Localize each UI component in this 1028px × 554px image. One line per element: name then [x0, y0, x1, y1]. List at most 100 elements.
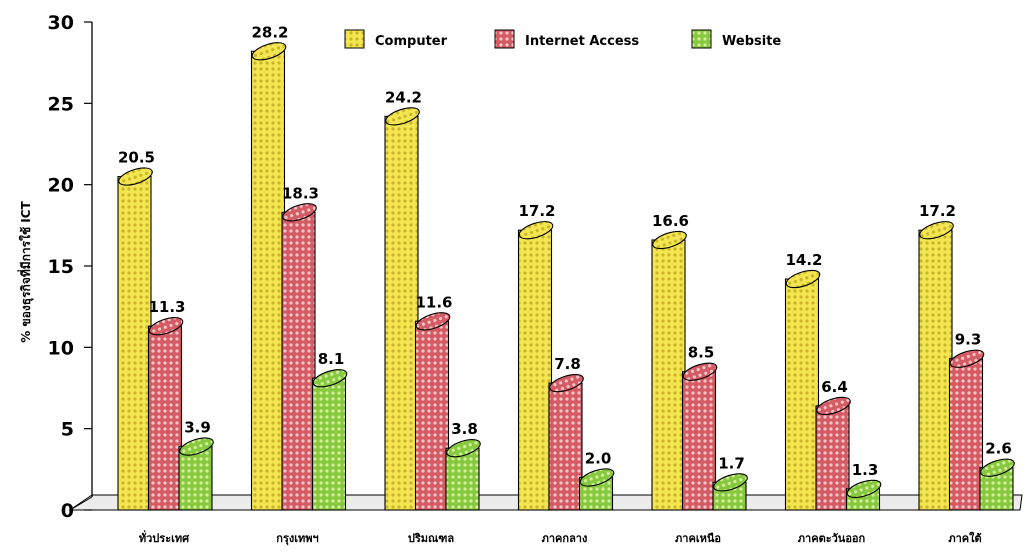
- value-label: 20.5: [118, 149, 155, 167]
- bar-computer: [117, 167, 153, 511]
- value-label: 6.4: [821, 378, 848, 396]
- bar-body: [250, 50, 286, 511]
- bar-cap: [148, 317, 184, 336]
- bar-cap: [816, 396, 851, 416]
- y-axis-front: [69, 496, 93, 511]
- bar-internet-access: [414, 312, 451, 511]
- value-label: 8.1: [318, 350, 345, 368]
- bar-body: [948, 358, 984, 511]
- bar-internet-access: [548, 373, 584, 511]
- category-label: ปริมณฑล: [408, 532, 454, 545]
- y-ticks: 0 5 10 15 20 25 30: [48, 12, 92, 522]
- value-label: 24.2: [385, 88, 422, 106]
- value-label: 7.8: [554, 355, 581, 373]
- category-label: ภาคกลาง: [542, 532, 588, 545]
- value-label: 17.2: [518, 202, 555, 220]
- bar-website: [178, 437, 214, 511]
- category-labels: ทั่วประเทศ กรุงเทพฯ ปริมณฑล ภาคกลาง ภาคเหนือ…: [139, 530, 982, 546]
- bar-cap: [713, 473, 748, 492]
- category-label: ทั่วประเทศ: [139, 530, 190, 545]
- value-label: 11.3: [148, 298, 185, 316]
- legend-label: Website: [722, 34, 781, 49]
- bars: [117, 42, 1015, 511]
- legend-swatch: [494, 29, 515, 49]
- bar-body: [918, 229, 953, 511]
- bar-body: [384, 115, 419, 511]
- bar-cap: [682, 362, 718, 381]
- bar-cap: [919, 221, 954, 240]
- bar-cap: [312, 369, 348, 388]
- bar-website: [445, 439, 481, 511]
- value-label: 2.0: [585, 449, 612, 467]
- value-label: 17.2: [919, 202, 956, 220]
- bar-body: [117, 175, 152, 511]
- bar-body: [311, 377, 347, 511]
- bar-body: [681, 371, 717, 511]
- bar-body: [147, 325, 183, 511]
- bar-body: [178, 446, 213, 511]
- bar-website: [311, 369, 348, 511]
- bar-cap: [282, 203, 317, 222]
- value-label: 11.6: [415, 293, 452, 311]
- bar-body: [815, 405, 850, 511]
- legend-item-computer: Computer: [344, 29, 448, 49]
- bar-cap: [949, 349, 985, 368]
- legend-swatch: [691, 29, 712, 49]
- y-tick-label: 30: [48, 12, 74, 34]
- legend-item-internet-access: Internet Access: [494, 29, 639, 49]
- bar-body: [548, 382, 583, 511]
- bar-cap: [579, 468, 615, 487]
- bar-internet-access: [147, 317, 184, 511]
- value-label: 9.3: [955, 331, 982, 349]
- y-tick-label: 5: [61, 419, 74, 441]
- bar-internet-access: [815, 396, 851, 511]
- legend-label: Computer: [375, 34, 448, 49]
- value-label: 2.6: [985, 440, 1012, 458]
- bar-body: [281, 211, 316, 511]
- value-label: 28.2: [251, 23, 288, 41]
- bar-website: [979, 458, 1015, 511]
- legend: Computer Internet Access Website: [344, 29, 781, 49]
- bar-cap: [446, 439, 481, 458]
- bar-cap: [980, 458, 1015, 477]
- value-label: 16.6: [652, 212, 689, 230]
- legend-label: Internet Access: [525, 34, 639, 49]
- bar-cap: [652, 230, 687, 250]
- bar-cap: [549, 373, 584, 393]
- bar-body: [445, 447, 480, 511]
- y-tick-label: 10: [48, 337, 74, 359]
- value-label: 8.5: [688, 344, 715, 362]
- y-axis-label: % ของธุรกิจที่มีการใช้ ICT: [17, 200, 34, 342]
- y-tick-label: 25: [48, 93, 74, 115]
- category-label: กรุงเทพฯ: [276, 532, 318, 546]
- value-label: 3.9: [184, 419, 211, 437]
- bar-computer: [384, 107, 420, 511]
- bar-body: [517, 229, 553, 511]
- legend-swatch: [344, 29, 365, 49]
- bar-cap: [118, 167, 153, 186]
- bar-cap: [251, 42, 287, 61]
- bar-cap: [179, 437, 214, 456]
- bar-cap: [385, 107, 420, 126]
- bar-computer: [784, 269, 821, 511]
- bar-computer: [250, 42, 287, 511]
- bar-computer: [918, 221, 954, 511]
- value-label: 1.7: [718, 454, 745, 472]
- bar-cap: [846, 479, 882, 498]
- bar-internet-access: [281, 203, 317, 511]
- value-labels: 20.5 11.3 3.9 28.2 18.3 8.1 24.2 11.6 3.8 17.2 7.8…: [118, 23, 1012, 479]
- y-tick-label: 20: [48, 175, 74, 197]
- bar-computer: [517, 221, 554, 511]
- bar-cap: [785, 269, 821, 289]
- y-tick-label: 0: [61, 500, 74, 522]
- bar-body: [784, 278, 820, 511]
- y-tick-label: 15: [48, 256, 74, 278]
- category-label: ภาคตะวันออก: [798, 532, 866, 545]
- value-label: 14.2: [785, 251, 822, 269]
- bar-website: [578, 468, 615, 511]
- bar-body: [414, 320, 450, 511]
- value-label: 18.3: [282, 184, 319, 202]
- bar-cap: [415, 312, 451, 331]
- bar-website: [845, 479, 882, 511]
